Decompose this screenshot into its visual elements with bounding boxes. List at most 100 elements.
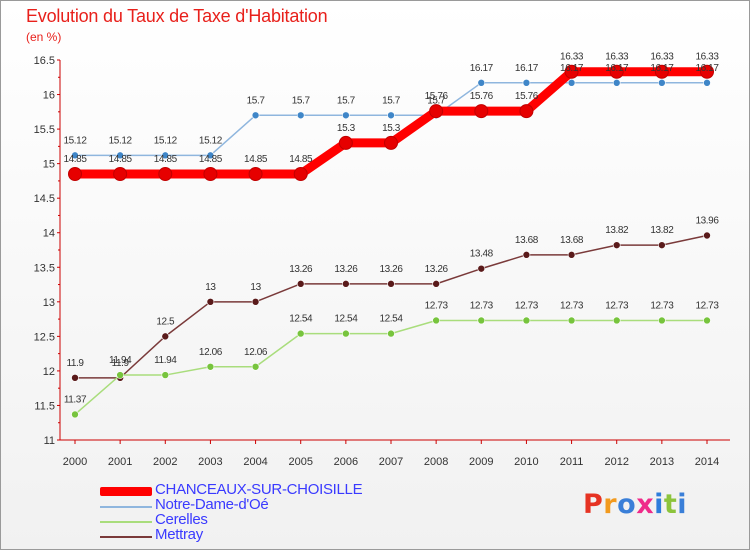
- data-label: 11.37: [64, 394, 87, 405]
- data-label: 14.85: [109, 154, 133, 165]
- data-point: [387, 280, 395, 288]
- data-point: [612, 79, 621, 87]
- x-tick-label: 2000: [63, 456, 87, 468]
- y-tick-label: 12: [43, 366, 55, 378]
- data-point: [477, 79, 486, 87]
- data-point: [71, 151, 79, 160]
- data-point: [113, 167, 128, 181]
- data-point: [564, 64, 579, 79]
- data-label: 15.3: [382, 123, 401, 134]
- data-label: 13.68: [515, 235, 539, 246]
- data-label: 13.82: [605, 225, 629, 236]
- data-label: 15.12: [199, 135, 223, 146]
- data-label: 15.12: [63, 135, 87, 146]
- series-lines: [68, 64, 714, 419]
- data-label: 15.7: [427, 95, 446, 106]
- data-label: 11.94: [109, 355, 132, 366]
- y-tick-label: 11.5: [34, 400, 55, 412]
- chart-title: Evolution du Taux de Taxe d'Habitation: [26, 6, 328, 26]
- data-point: [519, 104, 534, 119]
- data-point: [116, 371, 124, 379]
- logo-letter: i: [654, 489, 664, 520]
- data-point: [567, 251, 576, 259]
- data-label: 15.7: [337, 95, 356, 106]
- data-label: 16.17: [605, 63, 629, 74]
- data-label: 11.94: [154, 355, 177, 366]
- logo-letter: t: [663, 489, 678, 520]
- data-point: [206, 151, 215, 160]
- data-label: 16.33: [605, 52, 629, 63]
- data-point: [158, 167, 173, 181]
- data-label: 12.54: [289, 314, 313, 325]
- data-label: 15.7: [292, 95, 311, 106]
- data-label: 12.54: [334, 314, 358, 325]
- data-label: 16.17: [695, 63, 719, 74]
- data-label: 12.73: [650, 300, 674, 311]
- data-point: [429, 104, 444, 119]
- data-point: [296, 329, 305, 338]
- data-label: 12.5: [156, 316, 175, 327]
- data-point: [338, 135, 353, 150]
- x-tick-label: 2011: [560, 456, 584, 468]
- data-point: [612, 316, 621, 325]
- data-point: [161, 332, 170, 341]
- data-point: [206, 298, 215, 306]
- data-point: [522, 316, 531, 325]
- data-labels: 14.85 14.85 14.85 14.85 14.85 14.85 15.3 15.3 15…: [63, 52, 719, 406]
- legend-label: Notre-Dame-d'Oé: [155, 496, 269, 513]
- data-point: [654, 64, 669, 79]
- x-tick-label: 2002: [153, 456, 177, 468]
- data-point: [161, 371, 170, 379]
- legend-label: Cerelles: [155, 511, 208, 528]
- data-label: 12.73: [560, 300, 584, 311]
- data-label: 13: [250, 282, 261, 293]
- data-label: 13.68: [560, 235, 584, 246]
- y-tick-label: 15: [43, 159, 55, 171]
- x-tick-label: 2014: [695, 456, 719, 468]
- x-tick-label: 2012: [604, 456, 628, 468]
- data-label: 15.76: [425, 91, 449, 102]
- data-label: 14.85: [289, 154, 313, 165]
- data-label: 14.85: [63, 154, 87, 165]
- data-point: [71, 374, 79, 382]
- legend-swatch: [100, 487, 152, 496]
- data-point: [612, 241, 621, 249]
- data-label: 13.26: [289, 264, 313, 275]
- data-point: [522, 79, 531, 87]
- data-point: [522, 251, 531, 259]
- data-label: 15.3: [337, 123, 356, 134]
- data-point: [248, 167, 263, 181]
- data-label: 16.17: [515, 63, 539, 74]
- data-point: [203, 167, 218, 181]
- data-label: 11.9: [112, 358, 130, 369]
- data-point: [68, 167, 82, 181]
- x-tick-label: 2005: [288, 456, 312, 468]
- x-tick-label: 2013: [650, 456, 674, 468]
- data-point: [703, 231, 711, 240]
- data-point: [251, 298, 260, 306]
- data-point: [432, 316, 440, 325]
- data-point: [567, 316, 576, 325]
- data-point: [251, 362, 260, 371]
- y-tick-label: 16.5: [34, 55, 55, 67]
- data-label: 16.17: [470, 63, 494, 74]
- data-label: 13.26: [334, 264, 358, 275]
- data-point: [296, 280, 305, 288]
- data-point: [432, 280, 440, 288]
- y-tick-label: 14.5: [34, 193, 55, 205]
- x-tick-label: 2009: [469, 456, 493, 468]
- data-label: 15.7: [247, 95, 266, 106]
- data-label: 15.12: [109, 135, 133, 146]
- logo-letter: o: [617, 489, 637, 520]
- data-point: [71, 410, 79, 419]
- data-label: 15.7: [382, 95, 401, 106]
- data-label: 14.85: [199, 154, 223, 165]
- data-point: [251, 111, 260, 120]
- data-label: 12.73: [605, 300, 629, 311]
- data-label: 14.85: [154, 154, 178, 165]
- legend-swatch: [100, 506, 152, 508]
- y-tick-label: 13.5: [34, 262, 55, 274]
- data-label: 16.17: [560, 63, 584, 74]
- data-label: 12.73: [425, 300, 449, 311]
